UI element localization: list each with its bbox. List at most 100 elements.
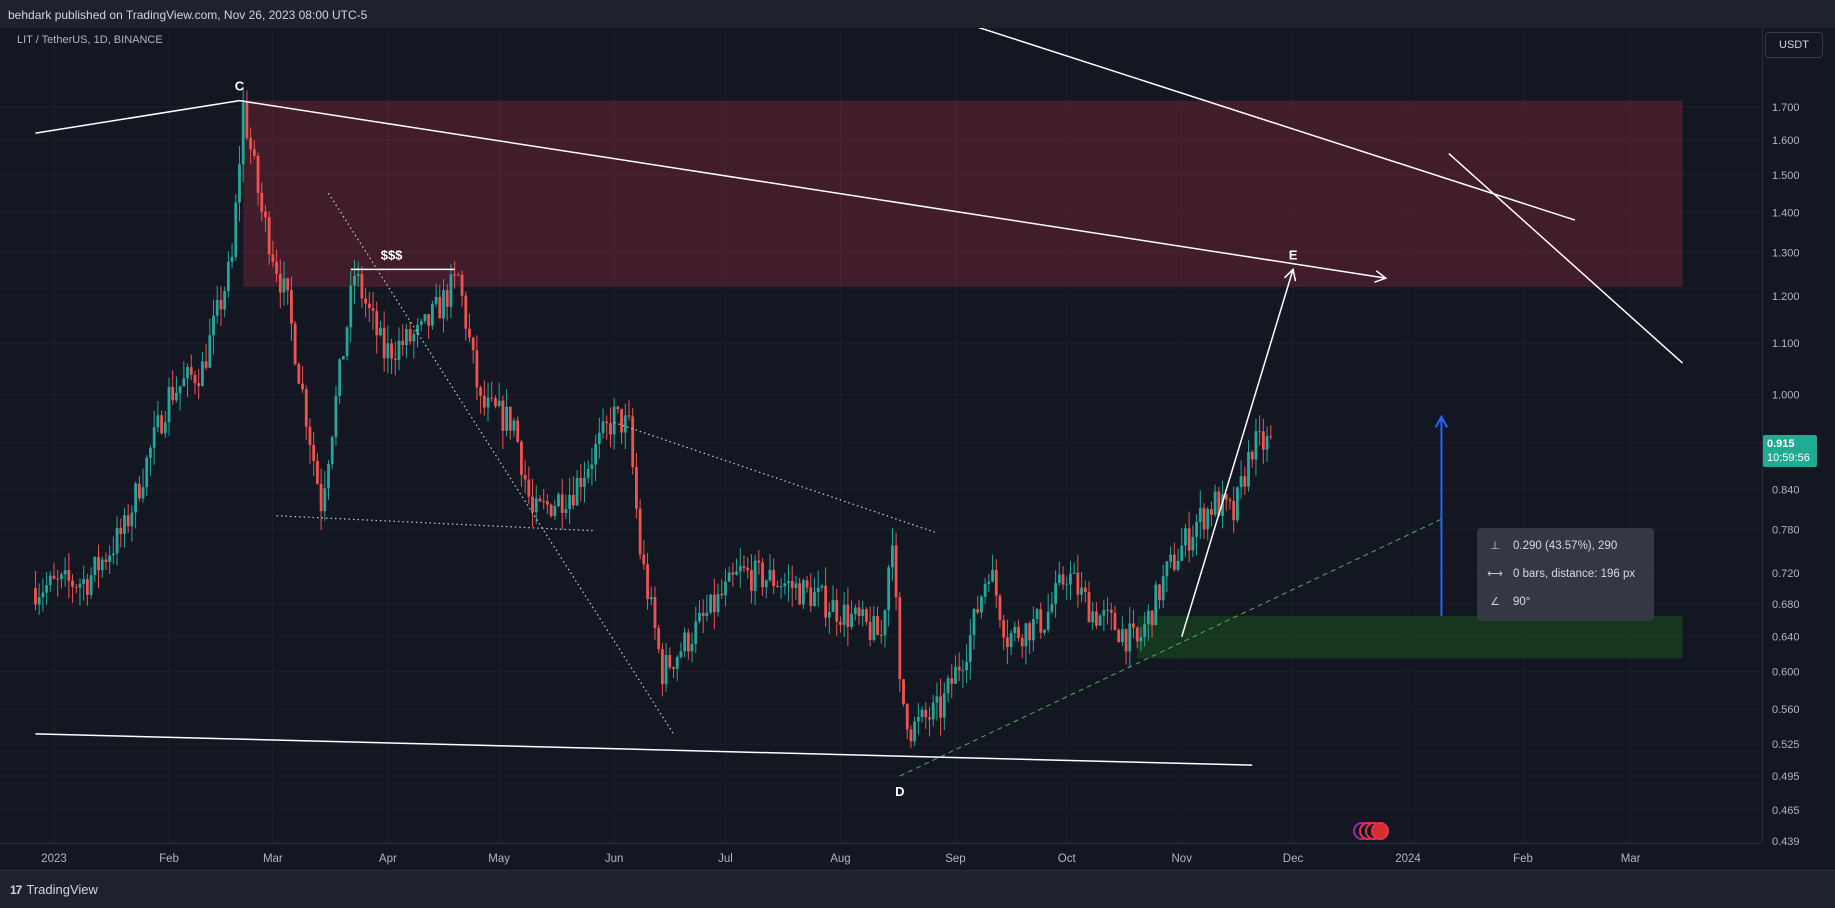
candle-body bbox=[412, 334, 416, 342]
candle-body bbox=[1013, 626, 1017, 634]
candle-body bbox=[609, 423, 612, 435]
candle-body bbox=[709, 594, 713, 613]
candle-body bbox=[334, 395, 338, 437]
price-tick-label: 1.300 bbox=[1772, 247, 1800, 259]
candle-body bbox=[319, 483, 323, 512]
price-tick-label: 1.500 bbox=[1772, 170, 1800, 182]
candle-body bbox=[56, 578, 60, 580]
publish-info: behdark published on TradingView.com, No… bbox=[8, 8, 368, 22]
candle-body bbox=[1028, 623, 1032, 641]
candle-body bbox=[97, 557, 100, 571]
candle-body bbox=[271, 254, 275, 262]
candle-body bbox=[371, 308, 375, 311]
candle-body bbox=[965, 661, 968, 671]
candle-body bbox=[868, 621, 872, 640]
grid-lines bbox=[0, 28, 1762, 843]
zones bbox=[243, 100, 1683, 659]
time-tick-label: Mar bbox=[1621, 853, 1641, 865]
candle-body bbox=[130, 512, 134, 527]
candle-body bbox=[89, 575, 93, 595]
candle-body bbox=[1195, 521, 1198, 537]
candle-body bbox=[1158, 584, 1161, 601]
candle-body bbox=[1102, 610, 1106, 616]
candle-body bbox=[883, 610, 887, 636]
candle-body bbox=[846, 604, 850, 627]
candle-body bbox=[809, 587, 813, 607]
tradingview-logo[interactable]: 17 TradingView bbox=[10, 882, 98, 897]
candle-body bbox=[449, 274, 453, 307]
candle-body bbox=[1165, 561, 1169, 577]
candle-body bbox=[115, 527, 119, 554]
arrow-head bbox=[1374, 270, 1388, 283]
candle-body bbox=[527, 479, 531, 497]
price-tick-label: 0.780 bbox=[1772, 524, 1800, 536]
economic-events[interactable] bbox=[1353, 822, 1389, 840]
candle-body bbox=[928, 717, 931, 720]
price-tick-label: 0.560 bbox=[1772, 704, 1800, 716]
candle-body bbox=[931, 702, 935, 720]
candle-body bbox=[85, 579, 89, 595]
candle-body bbox=[672, 667, 675, 669]
candle-body bbox=[141, 487, 145, 499]
currency-button[interactable]: USDT bbox=[1765, 32, 1823, 58]
candle-body bbox=[1228, 499, 1232, 501]
candle-body bbox=[215, 299, 219, 316]
chart-pane[interactable] bbox=[0, 28, 1762, 843]
candle-body bbox=[230, 256, 234, 262]
price-tick-label: 0.600 bbox=[1772, 667, 1800, 679]
candle-body bbox=[835, 600, 839, 622]
candle-body bbox=[564, 509, 568, 513]
candle-body bbox=[1206, 509, 1210, 530]
candle-body bbox=[757, 560, 761, 563]
candle-body bbox=[865, 609, 868, 622]
measure-price-change: 0.290 (43.57%), 290 bbox=[1513, 539, 1618, 552]
candle-body bbox=[824, 585, 828, 618]
candle-body bbox=[137, 483, 141, 499]
candle-body bbox=[991, 569, 994, 582]
candle-body bbox=[160, 415, 163, 434]
candle-body bbox=[575, 478, 579, 506]
time-tick-label: Jun bbox=[605, 853, 624, 865]
candle-body bbox=[731, 572, 735, 575]
candle-body bbox=[434, 296, 438, 304]
candle-body bbox=[367, 303, 371, 309]
dotted-trendline bbox=[276, 515, 596, 532]
time-axis[interactable] bbox=[0, 843, 1762, 870]
candle-body bbox=[961, 670, 965, 672]
candle-body bbox=[612, 406, 616, 435]
candle-body bbox=[167, 386, 171, 423]
candle-body bbox=[401, 340, 405, 345]
candle-body bbox=[430, 303, 434, 326]
drawings bbox=[35, 28, 1684, 777]
last-price-tag: 0.915 10:59:56 bbox=[1763, 435, 1817, 467]
candle-body bbox=[468, 328, 471, 338]
candle-body bbox=[1039, 609, 1043, 633]
candle-body bbox=[382, 327, 386, 359]
candle-body bbox=[100, 559, 104, 571]
candle-body bbox=[568, 494, 572, 510]
candle-body bbox=[583, 477, 586, 487]
candle-body bbox=[538, 498, 542, 502]
candle-body bbox=[312, 444, 316, 461]
us-flag-event-icon[interactable] bbox=[1371, 822, 1389, 840]
candle-body bbox=[1057, 574, 1061, 584]
candle-body bbox=[1247, 451, 1250, 487]
candle-body bbox=[686, 632, 690, 652]
candle-body bbox=[182, 378, 186, 387]
candle-body bbox=[453, 274, 457, 276]
candle-body bbox=[1191, 536, 1195, 551]
candle-body bbox=[119, 527, 123, 535]
price-tick-label: 1.700 bbox=[1772, 102, 1800, 114]
candle-body bbox=[438, 296, 442, 319]
candle-body bbox=[464, 295, 468, 329]
candle-body bbox=[74, 586, 78, 588]
candle-body bbox=[813, 591, 816, 607]
price-tick-label: 1.400 bbox=[1772, 207, 1800, 219]
candle-body bbox=[727, 572, 731, 582]
candle-body bbox=[605, 421, 609, 424]
price-chart[interactable]: C $$$ D E 0.439 0.465 0.495 0.525 0.560 0.600 0.6… bbox=[0, 0, 1835, 870]
candle-body bbox=[1091, 611, 1095, 623]
candle-body bbox=[972, 609, 976, 636]
candle-body bbox=[853, 607, 857, 614]
candle-body bbox=[375, 310, 379, 336]
